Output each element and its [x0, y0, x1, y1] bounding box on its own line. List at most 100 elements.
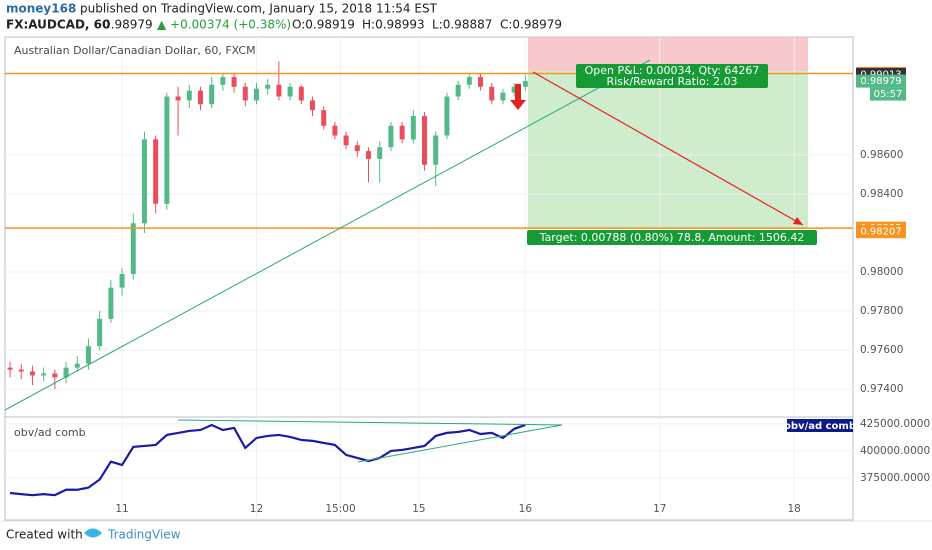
- ohlc: L:0.98887: [432, 18, 492, 32]
- candle-body: [253, 88, 259, 101]
- y-tick-label: 0.97800: [860, 305, 903, 317]
- pnl-box: [576, 64, 768, 88]
- candle-body: [41, 373, 47, 376]
- y-tick-label: 0.98400: [860, 188, 903, 200]
- candle-body: [74, 363, 80, 368]
- candle-body: [399, 125, 405, 140]
- y-tick-label: 0.98000: [860, 266, 903, 278]
- annotation: Target: 0.00788 (0.80%) 78.8, Amount: 15…: [539, 231, 805, 244]
- candle-body: [287, 86, 293, 97]
- candle-body: [466, 76, 472, 85]
- plot-frame: [4, 36, 854, 521]
- candle-body: [119, 273, 125, 288]
- pane-title: obv/ad comb: [14, 426, 86, 439]
- arrow-head: [793, 217, 803, 225]
- symbol: FX:AUDCAD, 60: [6, 18, 110, 32]
- candles: [7, 61, 528, 390]
- target-arrow: [532, 71, 804, 226]
- ohlc: O:0.98919: [292, 18, 355, 32]
- candle-body: [343, 135, 349, 146]
- y-tick-label: 0.97600: [860, 344, 903, 356]
- candle-body: [433, 135, 439, 165]
- candle-body: [52, 373, 58, 378]
- ohlc: H:0.98993: [362, 18, 425, 32]
- price-badge-label: 0.98207: [860, 227, 901, 238]
- change: ▲ +0.00374 (+0.38%): [157, 18, 291, 32]
- countdown: 05:57: [874, 89, 903, 100]
- candle-body: [478, 76, 484, 87]
- sell-marker: [510, 84, 526, 110]
- candle-body: [220, 76, 226, 85]
- candle-body: [309, 100, 315, 111]
- candle-body: [186, 90, 192, 101]
- candle-body: [175, 96, 181, 101]
- x-tick-label: 17: [653, 503, 666, 515]
- symbol-line: FX:AUDCAD, 60 0.98979 ▲ +0.00374 (+0.38%…: [6, 18, 562, 32]
- candle-body: [321, 110, 327, 126]
- pane-title: Australian Dollar/Canadian Dollar, 60, F…: [14, 44, 256, 57]
- x-tick-label: 15: [412, 503, 425, 515]
- logo: [84, 528, 102, 538]
- candle-body: [97, 318, 103, 347]
- candle-body: [366, 151, 372, 159]
- x-tick-label: 16: [519, 503, 533, 515]
- footer-brand: TradingView: [107, 528, 181, 542]
- candle-body: [197, 90, 203, 105]
- price-badge: [856, 225, 906, 239]
- candle-body: [141, 139, 147, 224]
- candle-body: [410, 115, 416, 140]
- candle-body: [242, 86, 248, 101]
- ohlc: C:0.98979: [500, 18, 562, 32]
- candle-body: [500, 92, 506, 101]
- candle-body: [298, 86, 304, 101]
- obv-trend-lower: [357, 424, 563, 463]
- target-zone: [528, 71, 808, 229]
- candle-body: [422, 115, 428, 165]
- y-tick-label: 0.98600: [860, 149, 903, 161]
- y-tick-label: 425000.0000: [860, 418, 930, 430]
- published: published on TradingView.com, January 15…: [80, 2, 438, 16]
- candle-body: [108, 287, 114, 319]
- candle-body: [388, 125, 394, 148]
- candle-body: [85, 346, 91, 364]
- candle-body: [209, 84, 215, 105]
- candle-body: [276, 84, 282, 97]
- candle-body: [63, 367, 69, 378]
- footer-created: Created with: [6, 528, 83, 542]
- annotation: Risk/Reward Ratio: 2.03: [607, 75, 738, 88]
- candle-body: [7, 367, 13, 370]
- author: money168: [6, 2, 76, 16]
- candle-body: [377, 147, 383, 159]
- y-tick-label: 0.97400: [860, 383, 903, 395]
- annotation: Open P&L: 0.00034, Qty: 64267: [585, 64, 760, 77]
- candle-body: [332, 125, 338, 136]
- obv-line: [9, 423, 526, 497]
- candle-body: [18, 369, 24, 372]
- price-badge: [856, 74, 906, 88]
- candle-body: [153, 139, 159, 204]
- legend-badge: [787, 419, 853, 432]
- candle-body: [354, 145, 360, 152]
- obv-trend-upper: [177, 419, 563, 426]
- candle-body: [231, 76, 237, 87]
- candle-body: [130, 223, 136, 274]
- y-tick-label: 375000.0000: [860, 472, 930, 484]
- x-tick-label: 11: [115, 503, 128, 515]
- candle-body: [511, 86, 517, 93]
- candle-body: [164, 96, 170, 204]
- x-tick-label: 15:00: [325, 503, 355, 515]
- x-tick-label: 12: [250, 503, 263, 515]
- price-badge-label: 0.98979: [860, 76, 901, 87]
- candle-body: [444, 96, 450, 136]
- legend: obv/ad comb: [784, 421, 856, 432]
- last-price: 0.98979: [103, 18, 153, 32]
- candle-body: [29, 371, 35, 376]
- candle-body: [265, 84, 271, 89]
- target-box: [527, 230, 817, 245]
- x-tick-label: 18: [788, 503, 801, 515]
- candle-body: [455, 84, 461, 97]
- y-tick-label: 400000.0000: [860, 445, 930, 457]
- candle-body: [522, 81, 528, 87]
- trend-line: [4, 59, 651, 411]
